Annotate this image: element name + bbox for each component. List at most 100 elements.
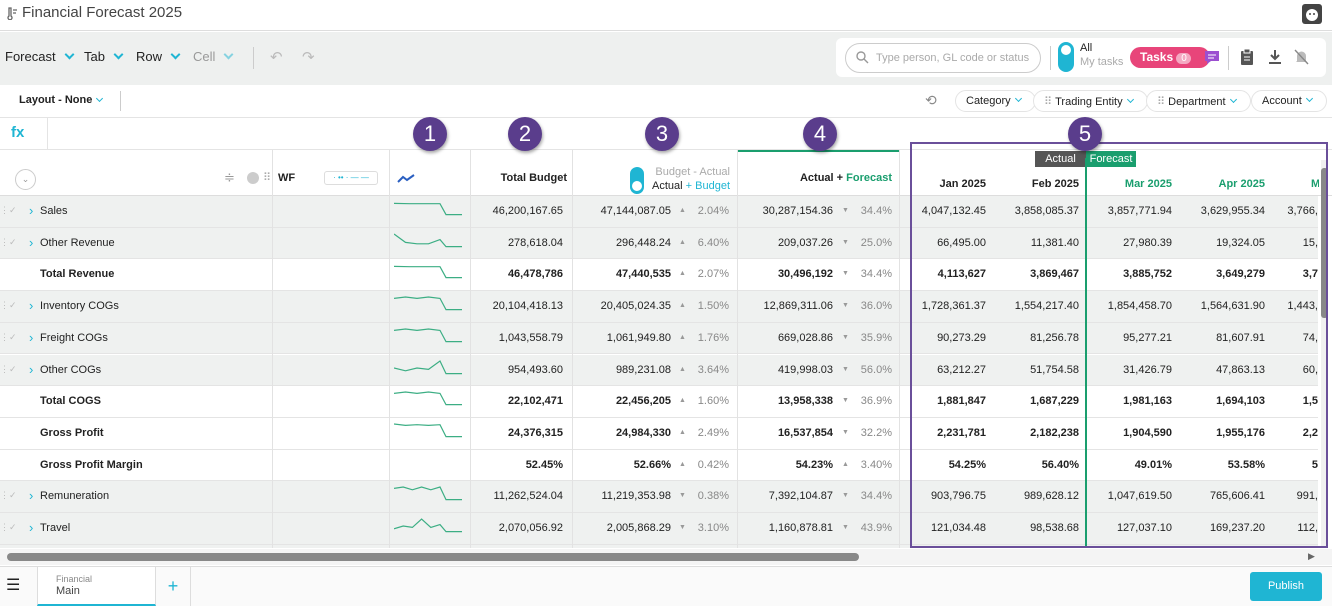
- filter-department[interactable]: ⠿ Department: [1146, 90, 1251, 112]
- toggle-my-tasks-label[interactable]: My tasks: [1080, 56, 1124, 68]
- month-cell[interactable]: 54.25%: [948, 458, 986, 471]
- month-cell[interactable]: 4,047,132.45: [921, 205, 986, 217]
- table-row[interactable]: Gross Profit 24,376,315 24,984,330 ▲ 2.49% 16…: [0, 418, 1318, 450]
- expand-chevron-icon[interactable]: ›: [29, 488, 34, 504]
- month-cell[interactable]: 1,981,163: [1123, 395, 1172, 408]
- month-cell[interactable]: 81,607.91: [1216, 331, 1265, 344]
- month-cell[interactable]: 121,034.48: [930, 522, 986, 534]
- filter-category[interactable]: Category: [955, 90, 1036, 112]
- month-cell[interactable]: 3,7: [1302, 268, 1318, 281]
- tasks-button[interactable]: Tasks 0: [1130, 47, 1210, 68]
- actual-forecast-cell[interactable]: 30,287,154.36: [762, 205, 833, 217]
- actual-forecast-cell[interactable]: 16,537,854: [777, 426, 833, 439]
- month-cell[interactable]: 81,256.78: [1030, 331, 1079, 344]
- tasks-filter-toggle[interactable]: [1058, 42, 1074, 72]
- expand-chevron-icon[interactable]: ›: [29, 234, 34, 250]
- month-cell[interactable]: 169,237.20: [1209, 522, 1265, 534]
- month-cell[interactable]: 2,231,781: [937, 426, 986, 439]
- collapse-all-button[interactable]: ⌄: [15, 169, 36, 190]
- total-budget-cell[interactable]: 52.45%: [525, 458, 563, 471]
- budget-actual-cell[interactable]: 24,984,330: [615, 426, 671, 439]
- month-cell[interactable]: 1,728,361.37: [921, 300, 986, 313]
- month-cell[interactable]: 63,212.27: [937, 363, 986, 376]
- row-height-icon[interactable]: ≑: [224, 170, 235, 185]
- comment-icon[interactable]: [1204, 50, 1220, 65]
- menu-row[interactable]: Row: [136, 49, 185, 64]
- table-row[interactable]: ⋮✓ › Other COGs 954,493.60 989,231.08 ▲ 3.64% 4…: [0, 354, 1318, 387]
- expand-chevron-icon[interactable]: ›: [29, 298, 34, 314]
- month-cell[interactable]: 1,687,229: [1030, 395, 1079, 408]
- budget-actual-cell[interactable]: 22,456,205: [615, 395, 671, 408]
- scrollbar-thumb[interactable]: [7, 553, 859, 561]
- total-budget-cell[interactable]: 20,104,418.13: [492, 300, 563, 313]
- month-cell[interactable]: 991,: [1296, 490, 1318, 503]
- actual-forecast-cell[interactable]: 54.23%: [795, 458, 833, 471]
- table-row[interactable]: [0, 544, 1318, 548]
- drag-handle-icon[interactable]: ⠿: [263, 172, 272, 184]
- actual-forecast-cell[interactable]: 669,028.86: [777, 331, 833, 344]
- toggle-all-label[interactable]: All: [1080, 42, 1093, 54]
- month-cell[interactable]: 5: [1311, 458, 1318, 471]
- actual-forecast-cell[interactable]: 1,160,878.81: [768, 522, 833, 534]
- total-budget-cell[interactable]: 22,102,471: [507, 395, 563, 408]
- menu-forecast[interactable]: Forecast: [5, 49, 79, 64]
- scroll-right-icon[interactable]: ▶: [1308, 551, 1315, 561]
- month-cell[interactable]: 15,: [1302, 236, 1318, 249]
- sparkline-icon[interactable]: [397, 174, 415, 184]
- month-cell[interactable]: 51,754.58: [1030, 363, 1079, 376]
- table-row[interactable]: ⋮✓ › Other Revenue 278,618.04 296,448.24 ▲ 6.4…: [0, 227, 1318, 260]
- month-cell[interactable]: 3,885,752: [1123, 268, 1172, 281]
- month-cell[interactable]: 1,5: [1302, 395, 1318, 408]
- month-cell[interactable]: 1,881,847: [937, 395, 986, 408]
- budget-actual-cell[interactable]: 2,005,868.29: [606, 522, 671, 534]
- total-budget-cell[interactable]: 1,043,558.79: [498, 331, 563, 344]
- reset-icon[interactable]: ⟲: [925, 92, 937, 108]
- download-icon[interactable]: [1268, 49, 1282, 65]
- month-cell[interactable]: 1,554,217.40: [1014, 300, 1079, 313]
- row-status-icon[interactable]: ⋮✓: [0, 205, 17, 215]
- budget-actual-toggle[interactable]: [630, 167, 644, 194]
- actual-forecast-cell[interactable]: 7,392,104.87: [768, 490, 833, 503]
- drag-handle-icon[interactable]: ⠿: [1157, 96, 1169, 108]
- filter-account[interactable]: Account: [1251, 90, 1327, 112]
- expand-chevron-icon[interactable]: ›: [29, 361, 34, 377]
- month-cell[interactable]: 1,564,631.90: [1200, 300, 1265, 313]
- budget-actual-cell[interactable]: 1,061,949.80: [606, 331, 671, 344]
- month-cell[interactable]: 1,047,619.50: [1107, 490, 1172, 503]
- table-row[interactable]: Total Revenue 46,478,786 47,440,535 ▲ 2.07% 3…: [0, 259, 1318, 292]
- month-cell[interactable]: 1,955,176: [1216, 426, 1265, 439]
- budget-actual-cell[interactable]: 52.66%: [633, 458, 671, 471]
- row-status-icon[interactable]: ⋮✓: [0, 363, 17, 374]
- month-cell[interactable]: 47,863.13: [1216, 363, 1265, 376]
- budget-actual-cell[interactable]: 20,405,024.35: [600, 300, 671, 313]
- actual-forecast-cell[interactable]: 12,869,311.06: [763, 300, 833, 313]
- month-cell[interactable]: 60,: [1302, 363, 1318, 376]
- month-cell[interactable]: 3,629,955.34: [1200, 205, 1265, 217]
- total-budget-cell[interactable]: 278,618.04: [507, 236, 563, 249]
- expand-chevron-icon[interactable]: ›: [29, 203, 34, 218]
- month-cell[interactable]: 112,: [1297, 522, 1318, 534]
- row-status-icon[interactable]: ⋮✓: [0, 490, 17, 501]
- month-cell[interactable]: 49.01%: [1134, 458, 1172, 471]
- row-status-icon[interactable]: ⋮✓: [0, 236, 17, 247]
- clipboard-icon[interactable]: [1240, 49, 1254, 66]
- redo-icon[interactable]: ↷: [302, 49, 315, 66]
- menu-icon[interactable]: ☰: [6, 577, 21, 594]
- publish-button[interactable]: Publish: [1250, 572, 1322, 601]
- row-status-icon[interactable]: ⋮✓: [0, 331, 17, 342]
- menu-tab[interactable]: Tab: [84, 49, 128, 64]
- month-cell[interactable]: 3,858,085.37: [1014, 205, 1079, 217]
- budget-actual-cell[interactable]: 296,448.24: [615, 236, 671, 249]
- undo-icon[interactable]: ↶: [270, 49, 283, 66]
- month-cell[interactable]: 90,273.29: [937, 331, 986, 344]
- layout-selector[interactable]: Layout - None: [19, 94, 106, 106]
- total-budget-cell[interactable]: 11,262,524.04: [493, 490, 563, 503]
- notifications-off-icon[interactable]: [1294, 49, 1309, 65]
- avatar[interactable]: [1302, 4, 1322, 24]
- sheet-tab-main[interactable]: Financial Main: [37, 567, 156, 606]
- total-budget-cell[interactable]: 954,493.60: [507, 363, 563, 376]
- menu-cell[interactable]: Cell: [193, 49, 238, 64]
- month-cell[interactable]: 27,980.39: [1123, 236, 1172, 249]
- horizontal-scrollbar[interactable]: ▶: [0, 549, 1332, 565]
- table-row[interactable]: ⋮✓ › Remuneration 11,262,524.04 11,219,353.9…: [0, 481, 1318, 513]
